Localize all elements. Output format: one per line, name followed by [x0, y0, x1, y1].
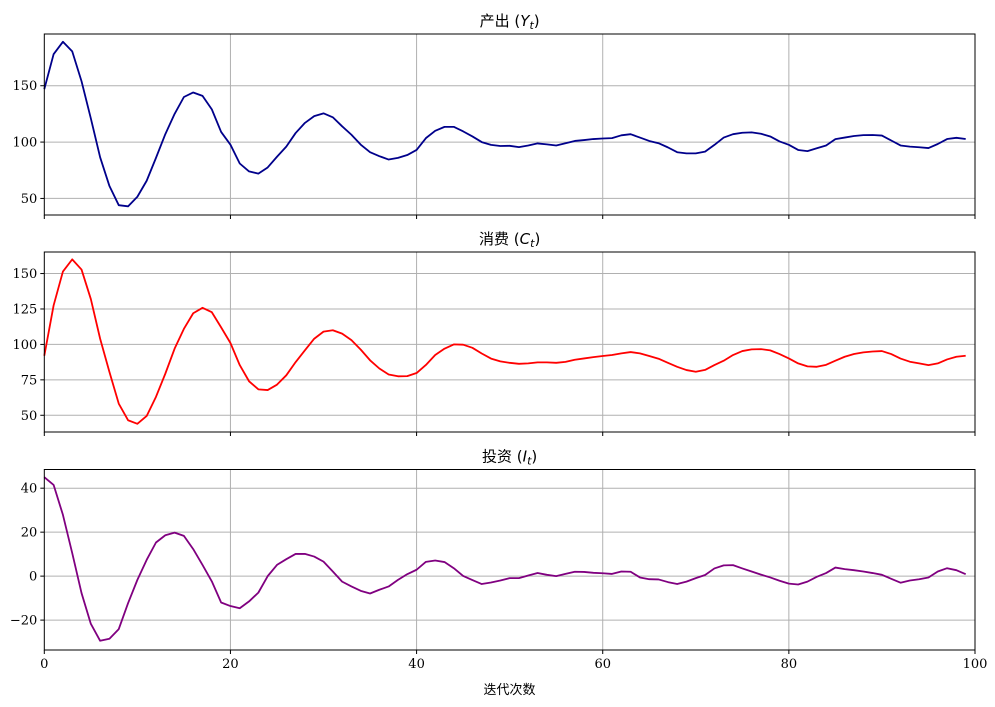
- grid-lines: [44, 34, 975, 215]
- axis-ticks: 50 100 150: [12, 79, 976, 219]
- y-tick-label: 125: [12, 302, 37, 317]
- x-tick-label: 80: [781, 657, 798, 672]
- subplot-title-consumption: 消费 (Ct): [479, 230, 540, 250]
- x-tick-label: 20: [222, 657, 239, 672]
- y-tick-label: 0: [29, 570, 37, 585]
- subplot-title-investment: 投资 (It): [482, 448, 537, 468]
- x-tick-label: 100: [963, 657, 988, 672]
- axes-frame: [43, 33, 976, 216]
- y-tick-label: 150: [12, 79, 37, 94]
- investment-line: [43, 476, 967, 642]
- subplot-consumption: 50 75 100 125 150 消费 (Ct): [12, 230, 976, 436]
- subplot-title-output: 产出 (Yt): [480, 12, 540, 32]
- grid-lines: [44, 469, 975, 650]
- output-line: [43, 40, 966, 208]
- y-tick-label: 100: [12, 136, 37, 151]
- subplot-investment: 0 20 40 60 80 100 −20 0 20 40 投资 (It): [10, 448, 988, 673]
- x-tick-label: 40: [408, 657, 425, 672]
- axis-ticks: 0 20 40 60 80 100 −20 0 20 40: [10, 482, 988, 672]
- y-tick-label: 20: [21, 526, 38, 541]
- consumption-line: [43, 258, 966, 425]
- y-tick-label: 150: [12, 267, 37, 282]
- x-tick-label: 0: [40, 657, 48, 672]
- x-tick-label: 60: [594, 657, 611, 672]
- y-tick-label: 50: [21, 192, 38, 207]
- axis-ticks: 50 75 100 125 150: [12, 267, 976, 436]
- axes-frame: [43, 251, 976, 433]
- y-tick-label: −20: [10, 614, 37, 629]
- axes-frame: [43, 469, 976, 651]
- x-axis-label: 迭代次数: [483, 682, 535, 698]
- y-tick-label: 100: [12, 338, 37, 353]
- subplot-output: 50 100 150 产出 (Yt): [12, 12, 976, 219]
- y-tick-label: 75: [21, 373, 38, 388]
- y-tick-label: 50: [21, 409, 38, 424]
- y-tick-label: 40: [21, 482, 38, 497]
